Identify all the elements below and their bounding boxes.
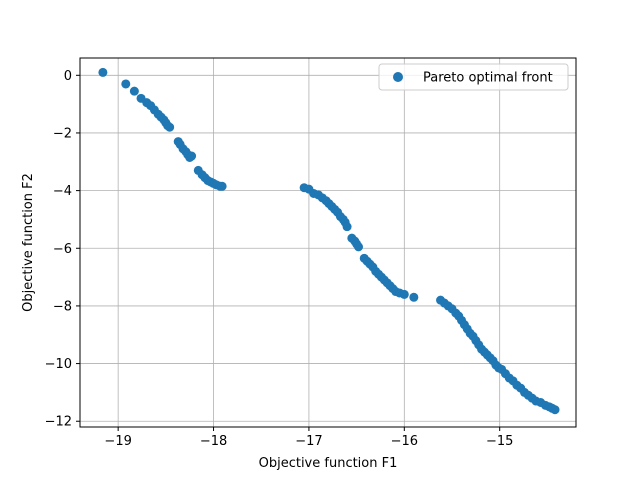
y-tick-label: −8: [53, 299, 72, 314]
y-axis-label: Objective function F2: [21, 173, 36, 312]
data-point: [399, 289, 409, 299]
data-points: [98, 67, 560, 415]
y-tick-label: −10: [45, 357, 72, 372]
legend-marker: [393, 72, 403, 82]
x-tick-label: −18: [200, 434, 227, 449]
data-point: [217, 181, 227, 191]
x-axis-label: Objective function F1: [259, 456, 398, 471]
plot-frame: [79, 57, 577, 428]
x-tick-label: −15: [486, 434, 513, 449]
x-tick-label: −17: [295, 434, 322, 449]
legend-label: Pareto optimal front: [423, 71, 553, 86]
y-tick-label: −12: [45, 415, 72, 430]
y-tick-label: −4: [53, 184, 72, 199]
y-tick-label: −6: [53, 242, 72, 257]
data-point: [409, 292, 419, 302]
data-point: [129, 86, 139, 96]
data-point: [550, 405, 560, 415]
legend: Pareto optimal front: [378, 63, 569, 91]
data-point: [342, 222, 352, 232]
data-point: [354, 242, 364, 252]
x-tick-label: −16: [391, 434, 418, 449]
legend-box: [378, 63, 569, 91]
x-tick-label: −19: [104, 434, 131, 449]
axis-ticks: −19 −18 −17 −16 −15 0 −2 −4 −6 −8 −10 −12: [45, 69, 514, 449]
data-point: [165, 122, 175, 132]
y-tick-label: −2: [53, 126, 72, 141]
data-point: [121, 79, 131, 89]
data-point: [98, 67, 108, 77]
y-tick-label: 0: [64, 69, 72, 84]
data-point: [187, 151, 197, 161]
